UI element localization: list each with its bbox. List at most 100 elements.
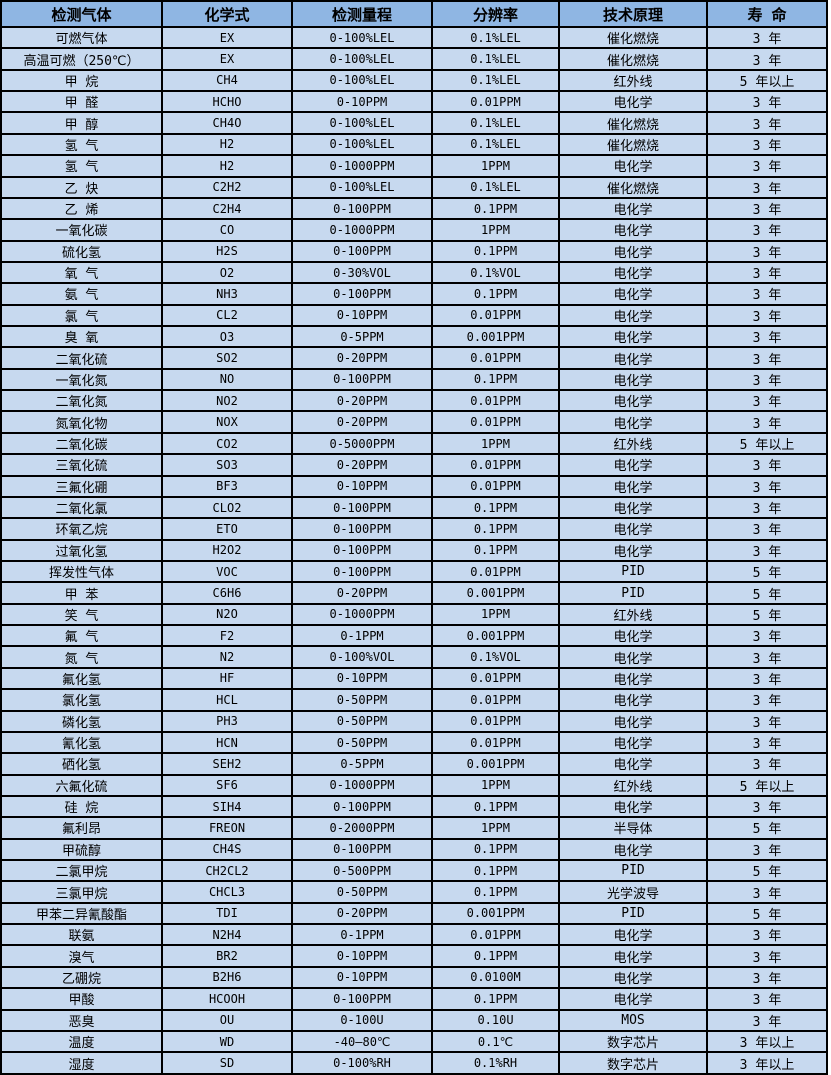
cell-resolution: 0.001PPM: [431, 752, 560, 776]
cell-resolution: 0.1%VOL: [431, 645, 560, 669]
cell-range: 0-20PPM: [291, 901, 433, 926]
table-row: 氮 气 N2 0-100%VOL 0.1%VOL 电化学 3 年: [0, 645, 828, 669]
table-row: 溴气 BR2 0-10PPM 0.1PPM 电化学 3 年: [0, 944, 828, 968]
cell-gas: 甲苯二异氰酸酯: [0, 901, 163, 926]
cell-gas: 乙 烯: [0, 196, 163, 221]
cell-lifespan: 5 年以上: [706, 773, 828, 797]
cell-lifespan: 3 年: [706, 1008, 828, 1032]
table-row: 三氧化硫 SO3 0-20PPM 0.01PPM 电化学 3 年: [0, 453, 828, 477]
cell-principle: 数字芯片: [558, 1051, 708, 1075]
cell-principle: 电化学: [558, 538, 708, 563]
cell-lifespan: 3 年: [706, 218, 828, 242]
cell-lifespan: 3 年: [706, 410, 828, 434]
cell-principle: 电化学: [558, 752, 708, 776]
cell-lifespan: 3 年: [706, 538, 828, 563]
cell-lifespan: 3 年: [706, 453, 828, 477]
table-row: 氢 气 H2 0-100%LEL 0.1%LEL 催化燃烧 3 年: [0, 132, 828, 157]
cell-principle: 电化学: [558, 688, 708, 712]
cell-lifespan: 5 年以上: [706, 68, 828, 93]
cell-range: 0-10PPM: [291, 303, 433, 328]
cell-principle: PID: [558, 901, 708, 926]
cell-range: 0-100%LEL: [291, 132, 433, 157]
cell-principle: 催化燃烧: [558, 175, 708, 199]
cell-gas: 二氧化硫: [0, 346, 163, 370]
table-row: 甲苯二异氰酸酯 TDI 0-20PPM 0.001PPM PID 5 年: [0, 901, 828, 926]
cell-resolution: 0.1%LEL: [431, 132, 560, 157]
cell-resolution: 0.1%LEL: [431, 25, 560, 50]
cell-range: 0-100%LEL: [291, 111, 433, 135]
cell-gas: 乙 炔: [0, 175, 163, 199]
cell-lifespan: 3 年: [706, 303, 828, 328]
cell-formula: O2: [161, 260, 293, 285]
cell-range: 0-30%VOL: [291, 260, 433, 285]
table-row: 三氟化硼 BF3 0-10PPM 0.01PPM 电化学 3 年: [0, 474, 828, 498]
cell-principle: 电化学: [558, 624, 708, 648]
cell-principle: 电化学: [558, 965, 708, 990]
cell-range: 0-100PPM: [291, 282, 433, 306]
cell-formula: N2O: [161, 602, 293, 627]
column-header-gas: 检测气体: [0, 0, 163, 28]
cell-principle: 电化学: [558, 260, 708, 285]
cell-resolution: 0.1PPM: [431, 837, 560, 862]
cell-lifespan: 3 年: [706, 987, 828, 1011]
cell-lifespan: 3 年: [706, 196, 828, 221]
table-row: 硒化氢 SEH2 0-5PPM 0.001PPM 电化学 3 年: [0, 752, 828, 776]
cell-resolution: 0.1PPM: [431, 196, 560, 221]
cell-resolution: 0.1PPM: [431, 495, 560, 520]
cell-gas: 可燃气体: [0, 25, 163, 50]
cell-formula: NO2: [161, 389, 293, 413]
cell-gas: 硅 烷: [0, 794, 163, 819]
table-row: 笑 气 N2O 0-1000PPM 1PPM 红外线 5 年: [0, 602, 828, 627]
cell-lifespan: 3 年以上: [706, 1051, 828, 1075]
cell-principle: 催化燃烧: [558, 132, 708, 157]
cell-principle: 红外线: [558, 68, 708, 93]
cell-lifespan: 3 年: [706, 132, 828, 157]
cell-resolution: 0.1%LEL: [431, 68, 560, 93]
cell-principle: 电化学: [558, 239, 708, 263]
cell-formula: N2H4: [161, 923, 293, 947]
cell-resolution: 0.1PPM: [431, 517, 560, 541]
cell-gas: 三氯甲烷: [0, 880, 163, 904]
cell-principle: PID: [558, 858, 708, 883]
cell-range: 0-50PPM: [291, 880, 433, 904]
cell-lifespan: 3 年: [706, 837, 828, 862]
cell-resolution: 0.1PPM: [431, 282, 560, 306]
cell-formula: B2H6: [161, 965, 293, 990]
cell-principle: 电化学: [558, 987, 708, 1011]
cell-formula: BR2: [161, 944, 293, 968]
cell-principle: 电化学: [558, 389, 708, 413]
cell-gas: 温度: [0, 1029, 163, 1054]
cell-gas: 溴气: [0, 944, 163, 968]
cell-range: 0-100PPM: [291, 517, 433, 541]
cell-gas: 氟化氢: [0, 666, 163, 691]
cell-formula: SEH2: [161, 752, 293, 776]
cell-lifespan: 5 年: [706, 559, 828, 584]
cell-resolution: 0.1PPM: [431, 794, 560, 819]
table-row: 硫化氢 H2S 0-100PPM 0.1PPM 电化学 3 年: [0, 239, 828, 263]
cell-resolution: 0.01PPM: [431, 688, 560, 712]
cell-resolution: 0.1PPM: [431, 987, 560, 1011]
cell-range: 0-100PPM: [291, 794, 433, 819]
cell-gas: 挥发性气体: [0, 559, 163, 584]
cell-range: 0-5000PPM: [291, 431, 433, 456]
cell-lifespan: 3 年: [706, 517, 828, 541]
cell-formula: HCOOH: [161, 987, 293, 1011]
cell-resolution: 0.1%RH: [431, 1051, 560, 1075]
cell-range: 0-1PPM: [291, 923, 433, 947]
cell-resolution: 0.01PPM: [431, 453, 560, 477]
table-row: 六氟化硫 SF6 0-1000PPM 1PPM 红外线 5 年以上: [0, 773, 828, 797]
cell-range: 0-100PPM: [291, 239, 433, 263]
cell-resolution: 0.01PPM: [431, 474, 560, 498]
cell-formula: SO3: [161, 453, 293, 477]
cell-lifespan: 5 年: [706, 901, 828, 926]
cell-resolution: 0.01PPM: [431, 346, 560, 370]
cell-range: 0-2000PPM: [291, 816, 433, 840]
cell-lifespan: 3 年: [706, 25, 828, 50]
cell-formula: NH3: [161, 282, 293, 306]
cell-lifespan: 3 年: [706, 752, 828, 776]
cell-lifespan: 3 年: [706, 666, 828, 691]
cell-formula: CHCL3: [161, 880, 293, 904]
cell-gas: 湿度: [0, 1051, 163, 1075]
